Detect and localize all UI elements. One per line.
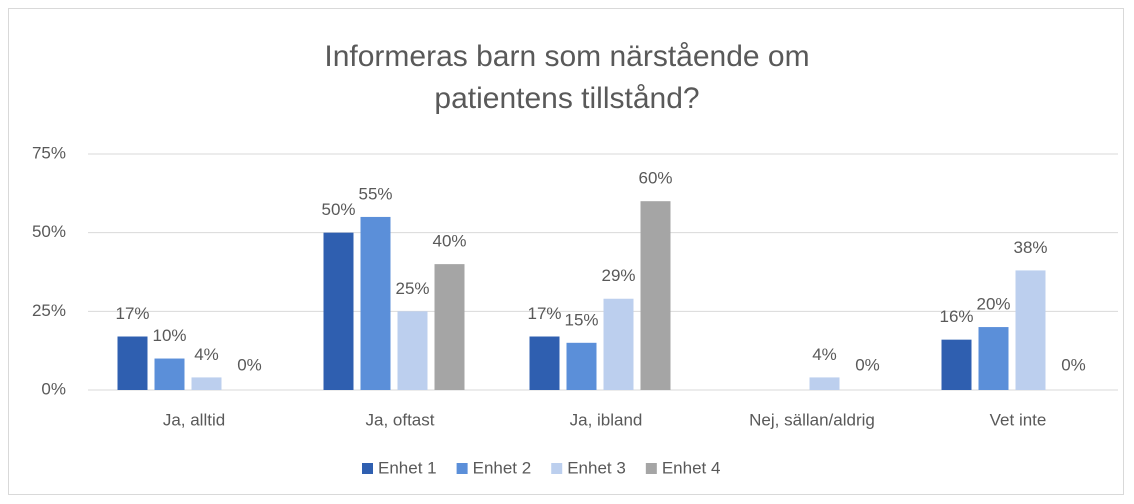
data-label: 55% xyxy=(358,184,392,203)
data-label: 0% xyxy=(237,355,262,374)
bar xyxy=(640,201,671,390)
legend-swatch xyxy=(456,463,468,474)
bar xyxy=(809,377,840,390)
legend-swatch xyxy=(551,463,563,474)
data-label: 16% xyxy=(939,307,973,326)
bar xyxy=(1015,270,1046,390)
legend-swatch xyxy=(645,463,657,474)
data-label: 4% xyxy=(194,345,219,364)
bar xyxy=(566,342,597,390)
data-label: 29% xyxy=(601,266,635,285)
y-tick-label: 75% xyxy=(32,143,66,162)
y-tick-label: 25% xyxy=(32,301,66,320)
y-tick-label: 0% xyxy=(41,379,66,398)
x-tick-label: Nej, sällan/aldrig xyxy=(749,410,875,429)
chart-frame xyxy=(8,8,1124,495)
data-label: 38% xyxy=(1013,238,1047,257)
chart-title: Informeras barn som närstående om patien… xyxy=(324,40,810,115)
data-label: 17% xyxy=(527,304,561,323)
y-tick-label: 50% xyxy=(32,222,66,241)
data-label: 0% xyxy=(1061,355,1086,374)
legend-label: Enhet 3 xyxy=(567,458,626,477)
data-label: 25% xyxy=(395,279,429,298)
x-tick-label: Ja, ibland xyxy=(570,410,643,429)
bar xyxy=(978,327,1009,390)
data-label: 50% xyxy=(321,200,355,219)
bar xyxy=(603,298,634,390)
legend-label: Enhet 2 xyxy=(473,458,532,477)
bar xyxy=(360,216,391,390)
legend-label: Enhet 1 xyxy=(378,458,437,477)
bar xyxy=(941,339,972,390)
legend-label: Enhet 4 xyxy=(662,458,721,477)
data-label: 20% xyxy=(976,295,1010,314)
data-label: 40% xyxy=(432,232,466,251)
data-label: 10% xyxy=(152,326,186,345)
legend-swatch xyxy=(362,463,373,474)
bar xyxy=(323,232,354,390)
x-tick-label: Ja, alltid xyxy=(163,410,225,429)
bar xyxy=(117,336,148,390)
bar xyxy=(397,311,428,390)
x-tick-label: Vet inte xyxy=(990,410,1047,429)
bar xyxy=(529,336,560,390)
data-label: 15% xyxy=(564,310,598,329)
data-label: 0% xyxy=(855,355,880,374)
bar xyxy=(191,377,222,390)
bar xyxy=(154,358,185,390)
data-label: 4% xyxy=(812,345,837,364)
bar xyxy=(434,264,465,390)
data-label: 60% xyxy=(638,169,672,188)
x-tick-label: Ja, oftast xyxy=(366,410,435,429)
data-label: 17% xyxy=(115,304,149,323)
